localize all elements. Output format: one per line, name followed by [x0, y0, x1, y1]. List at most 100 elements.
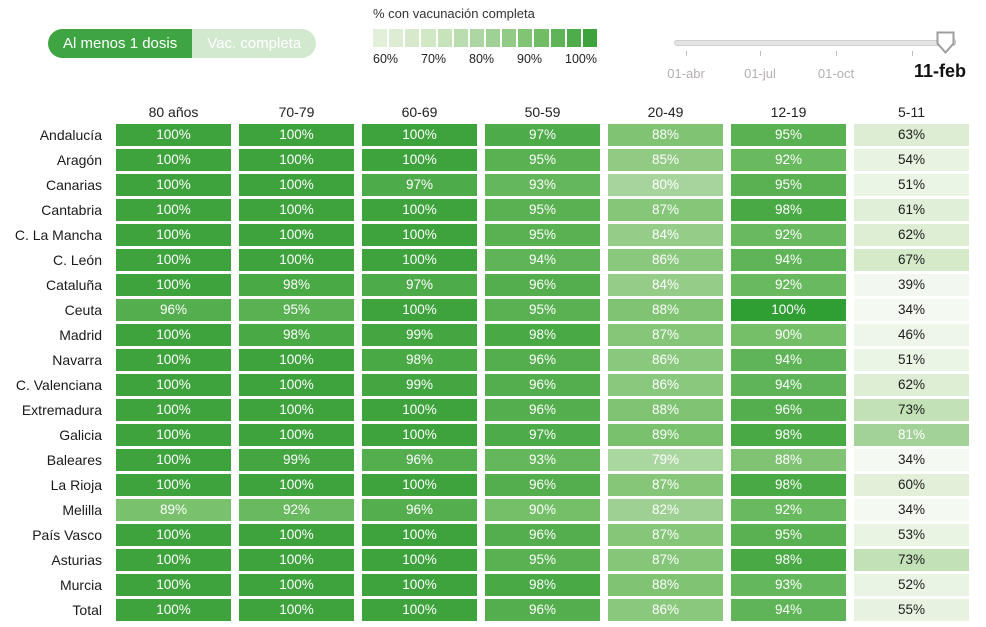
heatmap-cell: 86%	[608, 374, 723, 396]
legend-title: % con vacunación completa	[373, 6, 535, 21]
heatmap-cell: 96%	[485, 374, 600, 396]
heatmap-cell: 88%	[608, 124, 723, 146]
heatmap-cell: 99%	[362, 374, 477, 396]
heatmap-cell: 88%	[608, 574, 723, 596]
region-label: Cantabria	[41, 202, 102, 218]
region-label: Galicia	[59, 427, 102, 443]
heatmap-cell: 100%	[362, 524, 477, 546]
color-legend: % con vacunación completa 60% 70% 80% 90% 10…	[373, 6, 597, 66]
heatmap-cell: 100%	[116, 399, 231, 421]
heatmap-cell: 100%	[116, 349, 231, 371]
heatmap-cell: 100%	[362, 249, 477, 271]
heatmap-cell: 100%	[116, 524, 231, 546]
legend-tick-label: 70%	[421, 52, 447, 66]
region-label: Madrid	[59, 327, 102, 343]
slider-handle[interactable]	[936, 31, 955, 54]
heatmap-cell: 95%	[239, 299, 354, 321]
heatmap-cell: 95%	[485, 199, 600, 221]
slider-tick-label: 01-abr	[667, 66, 705, 81]
legend-swatch	[518, 29, 533, 47]
legend-swatch	[485, 29, 501, 47]
legend-tick-label: 90%	[517, 52, 543, 66]
heatmap-cell: 92%	[731, 499, 846, 521]
heatmap-cell: 46%	[854, 324, 969, 346]
date-slider[interactable]: 01-abr 01-jul 01-oct 11-feb	[667, 28, 966, 88]
column-header: 50-59	[524, 104, 561, 120]
toggle-al-menos-1-dosis[interactable]: Al menos 1 dosis	[48, 29, 193, 58]
heatmap-cell: 100%	[239, 399, 354, 421]
heatmap-cell: 82%	[608, 499, 723, 521]
slider-track[interactable]	[674, 40, 956, 46]
heatmap-cell: 51%	[854, 349, 969, 371]
legend-tick-label: 60%	[373, 52, 399, 66]
heatmap-cell: 96%	[485, 599, 600, 621]
heatmap-cell: 62%	[854, 374, 969, 396]
header-corner-spacer	[0, 103, 108, 121]
heatmap-cell: 100%	[116, 124, 231, 146]
heatmap-cell: 53%	[854, 524, 969, 546]
heatmap-cell: 88%	[608, 299, 723, 321]
heatmap-cell: 100%	[239, 349, 354, 371]
heatmap-cell: 100%	[239, 149, 354, 171]
dose-toggle[interactable]: Al menos 1 dosis Vac. completa	[48, 29, 317, 58]
heatmap-cell: 98%	[731, 199, 846, 221]
heatmap-cell: 98%	[485, 324, 600, 346]
legend-swatch	[421, 29, 436, 47]
heatmap-cell: 97%	[362, 274, 477, 296]
heatmap-cell: 89%	[608, 424, 723, 446]
slider-tick	[836, 51, 837, 56]
heatmap-cell: 93%	[485, 449, 600, 471]
region-label: País Vasco	[32, 527, 102, 543]
heatmap-cell: 79%	[608, 449, 723, 471]
heatmap-cell: 100%	[362, 299, 477, 321]
heatmap-cell: 100%	[239, 474, 354, 496]
heatmap-cell: 93%	[485, 174, 600, 196]
heatmap-cell: 95%	[731, 524, 846, 546]
heatmap-cell: 80%	[608, 174, 723, 196]
legend-tick-label: 80%	[469, 52, 495, 66]
region-label: Extremadura	[21, 402, 102, 418]
region-label: La Rioja	[50, 477, 102, 493]
heatmap-cell: 94%	[731, 249, 846, 271]
heatmap-cell: 100%	[116, 549, 231, 571]
region-label: Ceuta	[64, 302, 102, 318]
heatmap-cell: 100%	[116, 599, 231, 621]
heatmap-cell: 100%	[362, 574, 477, 596]
legend-swatch	[566, 29, 581, 47]
heatmap-cell: 96%	[116, 299, 231, 321]
heatmap-cell: 34%	[854, 449, 969, 471]
heatmap-cell: 100%	[116, 424, 231, 446]
heatmap-cell: 100%	[239, 424, 354, 446]
heatmap-cell: 96%	[485, 349, 600, 371]
heatmap-cell: 52%	[854, 574, 969, 596]
legend-swatch	[502, 29, 517, 47]
heatmap-cell: 63%	[854, 124, 969, 146]
heatmap-cell: 100%	[362, 549, 477, 571]
heatmap-cell: 100%	[116, 199, 231, 221]
heatmap-cell: 92%	[731, 149, 846, 171]
heatmap-cell: 93%	[731, 574, 846, 596]
heatmap-cell: 39%	[854, 274, 969, 296]
heatmap-cell: 98%	[239, 324, 354, 346]
heatmap-cell: 92%	[239, 499, 354, 521]
heatmap-cell: 100%	[362, 399, 477, 421]
heatmap-cell: 100%	[362, 424, 477, 446]
slider-tick	[760, 51, 761, 56]
heatmap-cell: 99%	[239, 449, 354, 471]
toggle-vac-completa[interactable]: Vac. completa	[192, 29, 317, 58]
heatmap-cell: 98%	[239, 274, 354, 296]
heatmap-cell: 100%	[239, 124, 354, 146]
heatmap-cell: 95%	[485, 549, 600, 571]
legend-tick-labels: 60% 70% 80% 90% 100%	[373, 52, 597, 66]
heatmap-cell: 96%	[485, 474, 600, 496]
region-label: Baleares	[46, 452, 102, 468]
heatmap-cell: 86%	[608, 599, 723, 621]
heatmap-cell: 100%	[239, 374, 354, 396]
legend-swatch	[469, 29, 484, 47]
region-label: Canarias	[45, 177, 102, 193]
heatmap-cell: 87%	[608, 474, 723, 496]
heatmap-cell: 100%	[239, 574, 354, 596]
heatmap-cell: 94%	[731, 349, 846, 371]
region-label: Cataluña	[45, 277, 102, 293]
legend-color-scale	[373, 29, 597, 47]
